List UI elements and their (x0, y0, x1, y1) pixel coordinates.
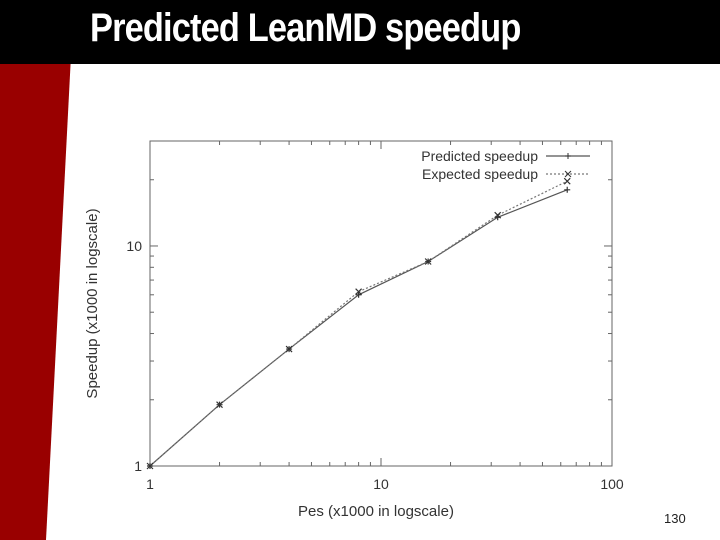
data-point-expected (146, 462, 154, 470)
y-tick-label: 1 (134, 458, 142, 474)
data-point-expected (494, 211, 502, 219)
x-axis-label: Pes (x1000 in logscale) (298, 503, 454, 520)
data-point-predicted (564, 186, 571, 193)
plot-frame (149, 140, 613, 467)
y-tick-label: 10 (126, 238, 142, 254)
x-tick-label: 100 (600, 476, 624, 492)
series-line-1 (149, 189, 568, 467)
data-point-expected (424, 258, 432, 265)
y-axis-label: Speedup (x1000 in logscale) (84, 208, 101, 398)
legend-label: Predicted speedup (421, 148, 538, 164)
series-line-2 (149, 180, 568, 467)
x-tick-label: 1 (146, 476, 154, 492)
legend-marker (564, 170, 572, 178)
data-point-expected (216, 401, 223, 409)
legend-label: Expected speedup (422, 166, 538, 182)
data-point-expected (563, 177, 571, 185)
slide-title: Predicted LeanMD speedup (90, 6, 521, 50)
data-point-predicted (355, 291, 362, 298)
data-point-expected (285, 345, 293, 353)
x-tick-label: 10 (373, 476, 389, 492)
page-number: 130 (664, 511, 686, 526)
legend-marker (565, 153, 571, 159)
red-accent-shape (0, 36, 72, 540)
header-bar (0, 0, 720, 64)
data-point-expected (355, 288, 363, 296)
